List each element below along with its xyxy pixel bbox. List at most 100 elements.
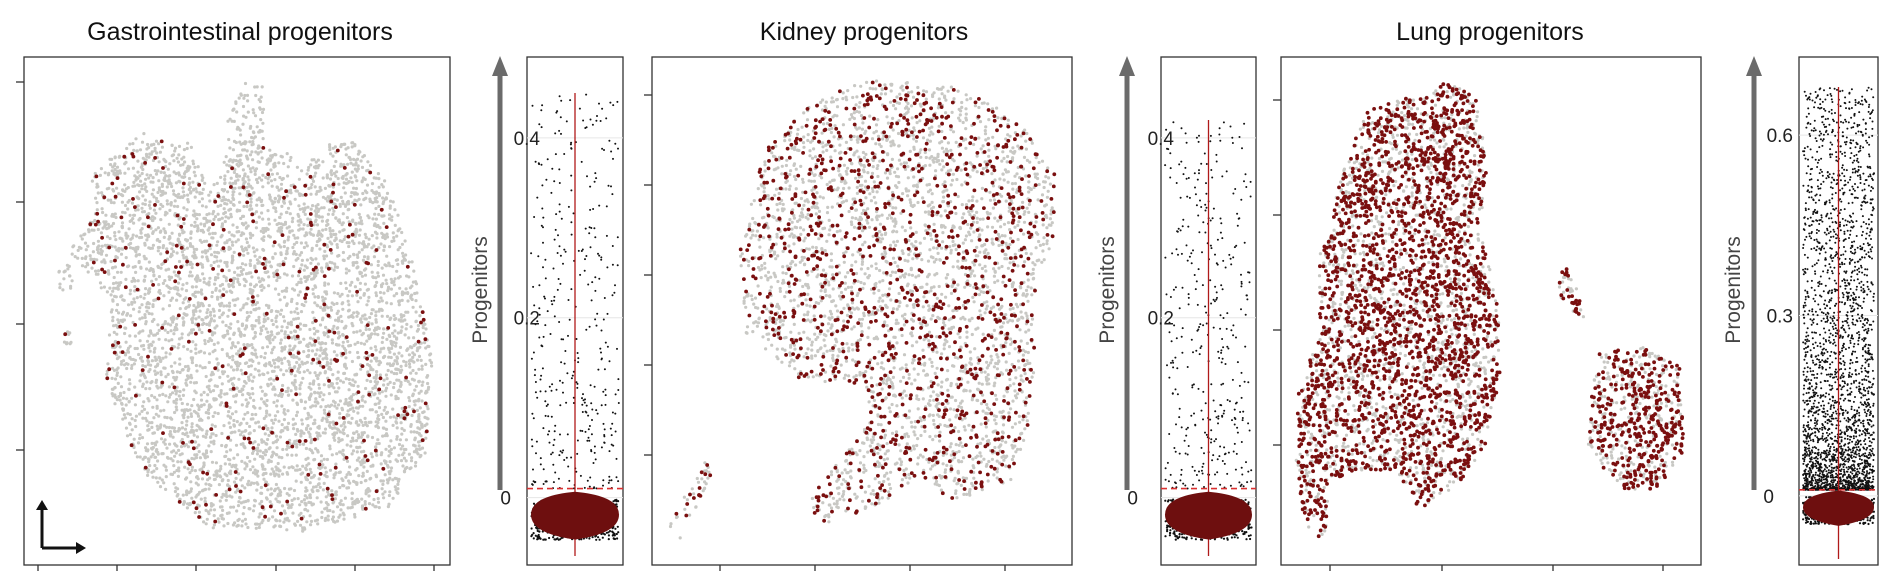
background-cell [178,233,182,237]
background-cell [355,293,359,297]
background-cell [333,438,337,442]
background-cell [336,254,340,258]
background-cell [285,249,289,253]
background-cell [355,230,359,234]
background-cell [355,430,359,434]
background-cell [176,160,180,164]
background-cell [164,468,168,472]
background-cell [164,375,168,379]
background-cell [232,107,236,111]
background-cell [392,381,396,386]
background-cell [290,465,294,469]
background-cell [240,221,244,226]
progenitor-cell [332,330,337,335]
background-cell [357,221,361,225]
background-cell [353,163,357,167]
background-cell [109,259,113,264]
background-cell [230,382,235,386]
background-cell [309,261,313,265]
background-cell [220,401,224,405]
background-cell [207,511,211,516]
background-cell [309,227,313,231]
background-cell [363,282,367,286]
background-cell [394,317,398,321]
background-cell [235,225,239,229]
background-cell [416,358,420,362]
background-cell [111,319,115,323]
background-cell [184,296,188,300]
background-cell [140,359,144,363]
background-cell [177,179,181,183]
background-cell [344,286,348,291]
background-cell [225,392,229,396]
background-cell [153,443,158,447]
background-cell [178,277,182,281]
background-cell [308,218,312,222]
background-cell [130,300,134,305]
background-cell [267,275,271,279]
background-cell [186,467,190,471]
background-cell [150,192,154,196]
background-cell [134,137,138,141]
background-cell [269,179,273,183]
background-cell [328,226,332,230]
background-cell [392,323,396,327]
background-cell [338,239,342,243]
background-cell [285,389,290,393]
background-cell [113,231,117,235]
background-cell [138,436,142,441]
background-cell [245,240,249,245]
background-cell [289,389,293,393]
background-cell [389,199,393,203]
background-cell [258,128,262,133]
background-cell [369,263,373,267]
background-cell [124,160,128,164]
background-cell [185,208,189,212]
background-cell [287,466,291,470]
background-cell [207,444,211,448]
background-cell [182,500,186,504]
background-cell [161,246,165,250]
background-cell [356,411,360,415]
background-cell [241,247,245,251]
background-cell [124,277,128,281]
background-cell [328,444,332,448]
background-cell [179,460,183,464]
background-cell [278,275,282,280]
background-cell [291,245,295,250]
background-cell [275,172,279,176]
background-cell [253,457,257,461]
background-cell [198,418,202,422]
background-cell [312,326,316,331]
background-cell [158,207,162,211]
background-cell [132,307,136,311]
progenitor-cell [342,166,347,170]
background-cell [73,255,77,259]
background-cell [86,270,90,274]
background-cell [143,364,147,369]
background-cell [84,265,88,269]
background-cell [174,405,178,409]
background-cell [198,238,202,242]
background-cell [313,209,317,213]
background-cell [257,98,261,102]
progenitor-cell [251,219,256,224]
background-cell [151,270,155,274]
background-cell [400,406,404,410]
background-cell [330,173,334,177]
background-cell [100,207,104,211]
progenitor-cell [335,148,340,153]
background-cell [256,180,260,185]
background-cell [209,253,214,257]
background-cell [403,239,407,243]
background-cell [189,480,193,484]
background-cell [150,394,154,398]
background-cell [285,471,289,475]
background-cell [418,305,422,309]
background-cell [133,174,137,178]
background-cell [249,124,253,129]
background-cell [193,165,197,169]
background-cell [154,139,159,143]
background-cell [140,183,144,188]
background-cell [242,417,246,421]
